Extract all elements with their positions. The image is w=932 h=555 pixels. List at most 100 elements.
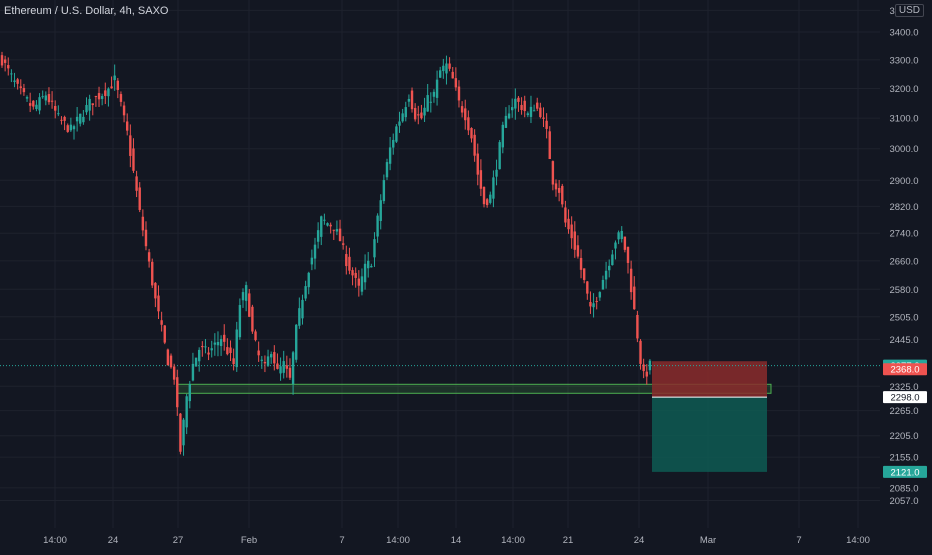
- candle-body: [307, 272, 310, 288]
- candle-body: [57, 113, 60, 115]
- candle-body: [489, 194, 492, 203]
- candle-body: [47, 94, 51, 103]
- candle-body: [395, 126, 398, 142]
- candle-body: [363, 263, 367, 283]
- candle-body: [263, 362, 267, 364]
- candle-body: [28, 103, 32, 106]
- y-tick-label: 2155.0: [889, 453, 918, 464]
- candle-body: [536, 102, 539, 109]
- candle-body: [169, 355, 173, 368]
- candle-body: [60, 119, 63, 121]
- price-axis[interactable]: 3480.03400.03300.03200.03100.03000.02900…: [880, 0, 932, 550]
- y-tick-label: 2820.0: [889, 202, 918, 213]
- candle-body: [172, 366, 176, 380]
- candle-body: [564, 207, 567, 223]
- x-tick-label: 14:00: [501, 535, 525, 546]
- candle-body: [410, 90, 414, 110]
- candle-body: [38, 97, 41, 111]
- candle-body: [163, 325, 166, 343]
- candle-body: [420, 112, 423, 119]
- x-tick-label: 7: [796, 535, 801, 546]
- candle-body: [601, 279, 605, 290]
- candle-body: [573, 231, 576, 250]
- candle-body: [107, 88, 110, 97]
- candle-body: [141, 216, 145, 231]
- price-axis-background: [880, 0, 932, 550]
- candle-body: [188, 383, 191, 402]
- candle-body: [554, 183, 558, 190]
- candle-body: [520, 104, 523, 110]
- candle-body: [439, 70, 442, 78]
- candle-body: [548, 131, 551, 160]
- candle-body: [285, 365, 289, 369]
- currency-badge[interactable]: USD: [894, 4, 924, 17]
- candle-body: [66, 125, 69, 132]
- candle-body: [207, 352, 210, 355]
- x-tick-label: 27: [173, 535, 184, 546]
- candle-body: [385, 162, 389, 178]
- candle-body: [532, 110, 536, 112]
- candle-body: [351, 270, 354, 276]
- candle-body: [160, 320, 163, 325]
- candle-body: [194, 357, 198, 367]
- candle-body: [611, 254, 614, 266]
- candle-body: [642, 364, 645, 372]
- symbol-title: Ethereum / U.S. Dollar, 4h, SAXO: [4, 5, 169, 17]
- candle-body: [404, 107, 407, 118]
- candle-body: [113, 75, 116, 81]
- candle-body: [72, 126, 76, 130]
- candle-body: [241, 292, 245, 301]
- candle-body: [636, 314, 639, 339]
- candle-body: [379, 200, 382, 221]
- candle-body: [75, 116, 79, 122]
- candle-body: [561, 185, 564, 205]
- candle-body: [126, 121, 129, 131]
- candlesticks: [0, 51, 652, 456]
- candle-body: [579, 257, 583, 270]
- candle-body: [629, 268, 633, 293]
- candle-body: [210, 348, 213, 351]
- candle-body: [326, 223, 329, 226]
- candle-body: [617, 232, 620, 240]
- time-axis[interactable]: 14:00 24 27 Feb 7 14:00 14 14:00 21 24 Mar 7 14:00: [43, 535, 870, 546]
- candle-body: [504, 115, 508, 128]
- candle-body: [570, 224, 573, 239]
- candle-body: [348, 256, 351, 271]
- candle-body: [251, 306, 254, 332]
- candle-body: [370, 265, 373, 268]
- candle-body: [432, 91, 436, 97]
- candle-body: [147, 252, 151, 262]
- candle-body: [44, 95, 48, 101]
- candle-body: [373, 239, 376, 258]
- target-price-tag-background: [883, 465, 927, 478]
- candle-body: [0, 55, 4, 66]
- candle-body: [492, 177, 495, 199]
- candle-body: [320, 216, 323, 237]
- candle-body: [197, 349, 201, 362]
- candle-body: [151, 261, 154, 286]
- candle-body: [226, 347, 229, 355]
- candle-body: [608, 265, 611, 271]
- candle-body: [223, 334, 226, 342]
- candle-body: [19, 86, 22, 88]
- candle-body: [633, 286, 636, 310]
- candle-body: [648, 360, 652, 371]
- candle-body: [7, 65, 10, 69]
- x-tick-label: 24: [108, 535, 119, 546]
- y-tick-label: 2205.0: [889, 431, 918, 442]
- candle-body: [517, 97, 520, 102]
- candle-body: [273, 352, 276, 364]
- x-tick-label: 14: [451, 535, 462, 546]
- candle-body: [282, 361, 285, 373]
- candle-body: [451, 71, 454, 79]
- y-tick-label: 3400.0: [889, 28, 918, 39]
- candle-body: [10, 73, 13, 75]
- candle-body: [119, 94, 123, 102]
- candle-body: [122, 105, 126, 116]
- candle-body: [100, 96, 104, 99]
- candle-body: [232, 358, 235, 365]
- candle-body: [269, 354, 273, 358]
- candle-body: [219, 339, 223, 347]
